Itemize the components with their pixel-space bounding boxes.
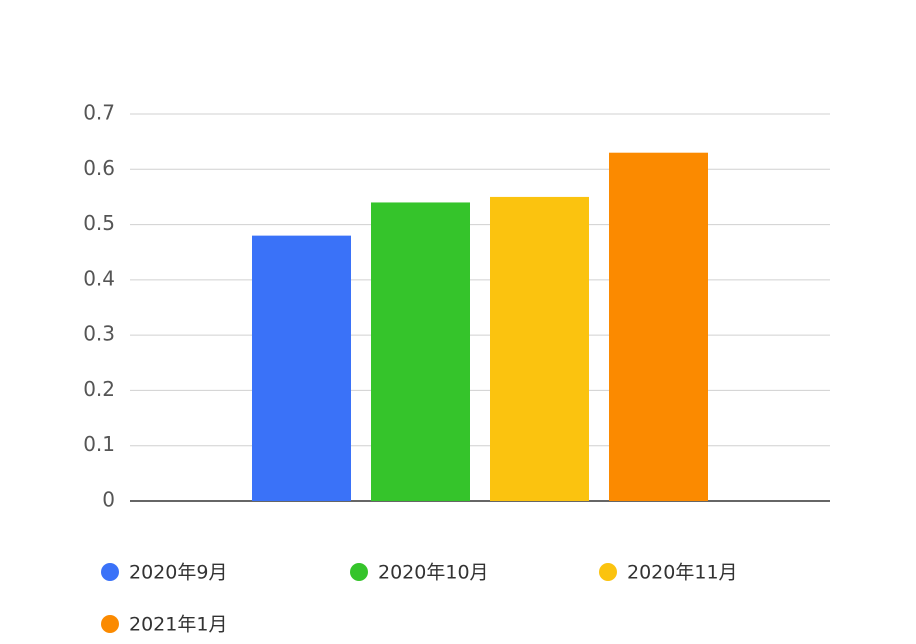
- legend-label: 2020年10月: [378, 562, 489, 584]
- legend-label: 2021年1月: [129, 614, 227, 636]
- legend-marker: [101, 615, 119, 633]
- y-tick-label: 0: [102, 488, 115, 512]
- bar: [490, 196, 589, 501]
- bar: [371, 202, 470, 501]
- y-tick-label: 0.5: [83, 211, 115, 235]
- legend-marker: [350, 563, 368, 581]
- y-tick-label: 0.6: [83, 156, 115, 180]
- y-tick-label: 0.4: [83, 266, 115, 290]
- y-tick-label: 0.2: [83, 377, 115, 401]
- bar: [252, 235, 351, 501]
- legend-label: 2020年11月: [627, 562, 738, 584]
- legend-marker: [101, 563, 119, 581]
- legend-marker: [599, 563, 617, 581]
- legend-label: 2020年9月: [129, 562, 227, 584]
- y-tick-label: 0.1: [83, 432, 115, 456]
- y-tick-label: 0.7: [83, 101, 115, 125]
- y-tick-label: 0.3: [83, 322, 115, 346]
- bar: [609, 152, 708, 501]
